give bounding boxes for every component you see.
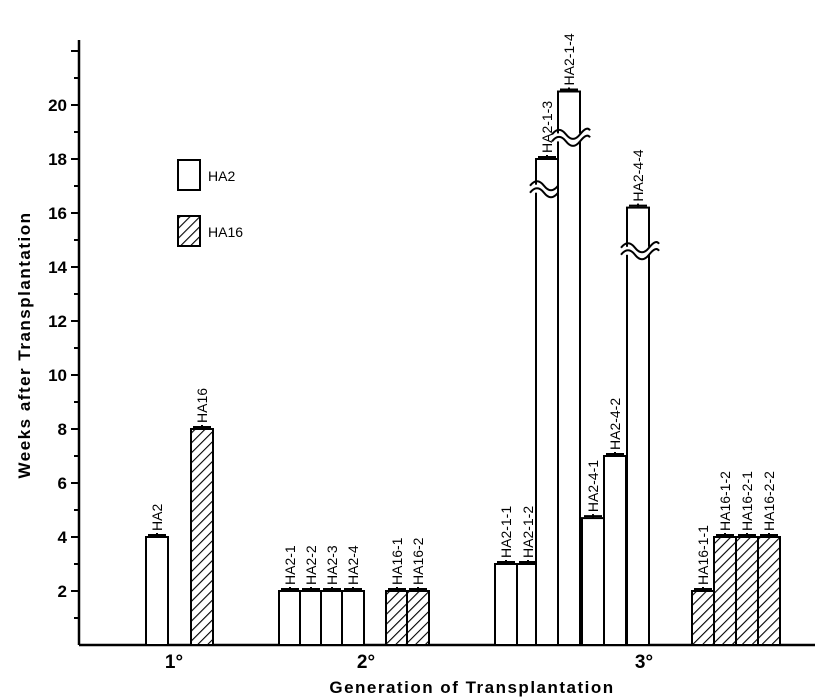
bar-label: HA2: [149, 504, 165, 531]
bar-ha2-2: [299, 590, 323, 646]
bar-label: HA2-4-1: [585, 460, 601, 512]
bar-ha2-1: [278, 590, 302, 646]
bar-ha16-2-1: [735, 536, 759, 646]
y-tick-label: 10: [48, 366, 67, 385]
legend-swatch-ha2: [177, 159, 201, 191]
axis-break-mark: [551, 127, 591, 140]
bar-label: HA2-1-3: [539, 101, 555, 153]
bar-label: HA2-1-4: [561, 33, 577, 85]
bar-label: HA16-2-1: [739, 471, 755, 531]
legend-label-ha16: HA16: [208, 224, 243, 240]
bar-ha2-4-4: [626, 206, 650, 646]
bar-label: HA2-3: [324, 545, 340, 585]
bar-label: HA2-4-2: [607, 398, 623, 450]
bar-ha2-1-3: [535, 158, 559, 646]
bar-ha2-4-2: [603, 455, 627, 646]
axis-break-mark: [620, 241, 660, 254]
bar-ha2-4: [341, 590, 365, 646]
legend: HA2 HA16: [177, 159, 243, 247]
y-tick-label: 8: [58, 420, 67, 439]
bars: HA2 HA16 HA2-1 HA2-2 HA2-3 HA2-4 HA16-1 HA16-2 H…: [145, 33, 781, 646]
y-tick-label: 14: [48, 258, 67, 277]
bar-label: HA16-1-2: [717, 471, 733, 531]
bar-label: HA16-2: [410, 537, 426, 585]
x-axis-title: Generation of Transplantation: [329, 678, 614, 697]
bar-label: HA2-1-2: [520, 506, 536, 558]
bar-label: HA2-2: [303, 545, 319, 585]
bar-ha16: [190, 428, 214, 646]
y-tick-label: 16: [48, 204, 67, 223]
bar-label: HA2-1-1: [498, 506, 514, 558]
x-tick-label-generation: 1°: [165, 652, 183, 673]
bar-ha2: [145, 536, 169, 646]
y-tick-label: 6: [58, 474, 67, 493]
bar-label: HA16-1: [389, 537, 405, 585]
legend-label-ha2: HA2: [208, 168, 235, 184]
bar-ha2-1-4: [557, 90, 581, 646]
bar-label: HA16: [194, 388, 210, 423]
y-axis-title: Weeks after Transplantation: [15, 212, 34, 479]
y-tick-label: 18: [48, 150, 67, 169]
axis-break-mark: [620, 248, 660, 261]
y-tick-label: 12: [48, 312, 67, 331]
bar-ha16-1-2: [713, 536, 737, 646]
legend-swatch-ha16: [177, 215, 201, 247]
bar-ha2-4-1: [581, 517, 605, 646]
bar-ha2-3: [320, 590, 344, 646]
bar-ha16-2: [406, 590, 430, 646]
bar-label: HA2-4: [345, 545, 361, 585]
bar-ha2-1-1: [494, 563, 518, 646]
bar-label: HA16-2-2: [761, 471, 777, 531]
x-tick-label-generation: 2°: [357, 652, 375, 673]
y-tick-label: 4: [58, 528, 68, 547]
bar-ha16-2-2: [757, 536, 781, 646]
bar-label: HA16-1-1: [695, 525, 711, 585]
bar-label: HA2-1: [282, 545, 298, 585]
y-tick-label: 20: [48, 96, 67, 115]
x-tick-label-generation: 3°: [635, 652, 653, 673]
axis-break-mark: [551, 134, 591, 147]
y-tick-label: 2: [58, 582, 67, 601]
bar-ha16-1-1: [691, 590, 715, 646]
bar-label: HA2-4-4: [630, 149, 646, 201]
bar-ha16-1: [385, 590, 409, 646]
